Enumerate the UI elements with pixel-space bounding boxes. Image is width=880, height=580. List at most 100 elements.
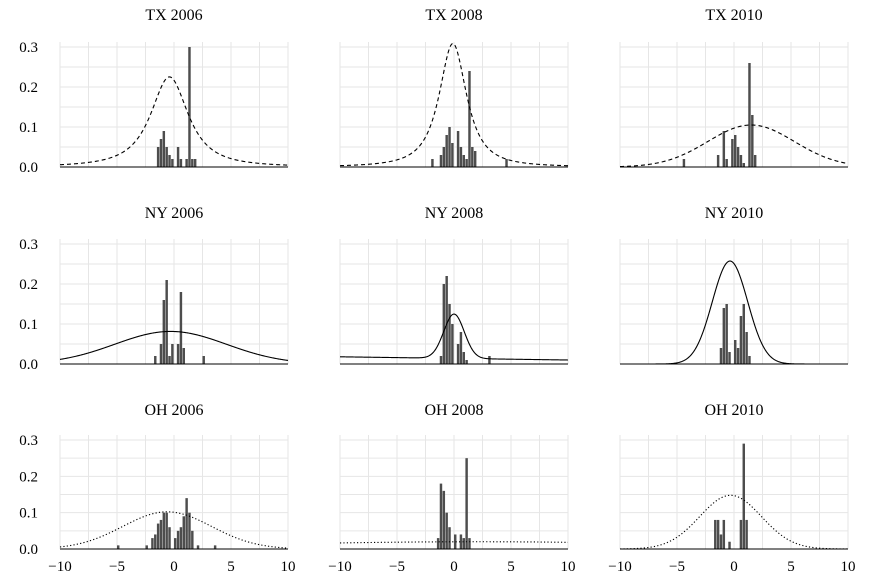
density-curve-ny-2008 <box>339 313 569 361</box>
histogram-bar <box>736 147 740 167</box>
histogram-bar <box>454 534 457 549</box>
density-curve-tx-2006 <box>59 76 289 166</box>
x-tick-label: −10 <box>48 559 71 575</box>
histogram-bar <box>159 344 163 364</box>
y-tick-label: 0.0 <box>19 160 38 176</box>
panel-title-oh-2010: OH 2010 <box>704 402 763 419</box>
histogram-bar <box>714 519 717 549</box>
density-curve-oh-2008 <box>339 541 569 544</box>
y-tick-label: 0.1 <box>19 120 38 136</box>
histogram-bar <box>191 530 194 549</box>
histogram-bar <box>448 304 451 364</box>
histogram-bar <box>445 276 448 364</box>
histogram-bar <box>725 159 728 167</box>
histogram-bar <box>156 523 160 549</box>
panel-title-tx-2006: TX 2006 <box>145 7 202 24</box>
histogram-bar <box>151 538 154 549</box>
histogram-bar <box>739 519 743 549</box>
x-tick-label: 10 <box>281 559 296 575</box>
histogram-bar <box>188 512 191 549</box>
histogram-bar <box>451 143 454 167</box>
x-tick-label: 10 <box>841 559 856 575</box>
x-tick-label: 5 <box>787 559 795 575</box>
panel-title-ny-2006: NY 2006 <box>145 205 204 222</box>
histogram-bar <box>722 308 726 364</box>
histogram-bar <box>162 131 166 167</box>
x-tick-label: 0 <box>730 559 738 575</box>
histogram-bar <box>488 356 491 364</box>
panel-title-ny-2008: NY 2008 <box>425 205 484 222</box>
histogram-bar <box>179 527 183 549</box>
histogram-bar <box>748 356 751 364</box>
histogram-bar <box>462 352 465 364</box>
histogram-bar <box>448 527 451 549</box>
histogram-bar <box>465 159 468 167</box>
histogram-bar <box>182 516 185 549</box>
panel-title-tx-2010: TX 2010 <box>705 7 762 24</box>
histogram-bar <box>188 47 191 167</box>
y-tick-label: 0.2 <box>19 277 38 293</box>
density-curve-ny-2006 <box>59 330 289 361</box>
histogram-bar <box>716 155 720 167</box>
x-tick-label: 5 <box>227 559 235 575</box>
panel-title-oh-2006: OH 2006 <box>144 402 203 419</box>
histogram-bar <box>162 512 166 549</box>
histogram-bar <box>165 280 168 364</box>
density-curve-oh-2010 <box>619 494 848 550</box>
histogram-bar <box>748 63 751 167</box>
histogram-bar <box>439 356 443 364</box>
panel-title-ny-2010: NY 2010 <box>705 205 764 222</box>
histogram-bar <box>448 127 451 167</box>
histogram-bar <box>182 348 185 364</box>
histogram-bar <box>471 147 474 167</box>
y-tick-label: 0.2 <box>19 80 38 96</box>
density-curve-tx-2008 <box>339 42 569 167</box>
histogram-bar <box>168 155 171 167</box>
histogram-bar <box>439 483 443 549</box>
y-tick-label: 0.0 <box>19 357 38 373</box>
histogram-bar <box>171 159 174 167</box>
histogram-bar <box>459 147 463 167</box>
histogram-bar <box>191 159 194 167</box>
panel-title-tx-2008: TX 2008 <box>425 7 482 24</box>
y-tick-label: 0.1 <box>19 317 38 333</box>
histogram-bar <box>505 159 508 167</box>
histogram-bar <box>456 131 460 167</box>
histogram-bar <box>731 139 734 167</box>
histogram-bar <box>176 147 180 167</box>
histogram-bar <box>117 545 120 549</box>
histogram-bar <box>171 344 174 364</box>
histogram-bar <box>439 155 443 167</box>
histogram-bar <box>185 498 188 549</box>
histogram-bar <box>156 147 160 167</box>
y-tick-label: 0.2 <box>19 469 38 485</box>
histogram-bar <box>159 519 163 549</box>
histogram-bar <box>728 352 731 364</box>
histogram-bar <box>165 147 168 167</box>
y-tick-label: 0.3 <box>19 237 38 253</box>
histogram-bar <box>193 159 197 167</box>
histogram-bar <box>185 159 188 167</box>
x-tick-label: 10 <box>561 559 576 575</box>
x-tick-label: 0 <box>450 559 458 575</box>
histogram-bar <box>168 527 171 549</box>
histogram-bar <box>202 356 205 364</box>
histogram-bar <box>176 530 180 549</box>
histogram-bar <box>742 443 745 549</box>
histogram-bar <box>436 538 440 549</box>
histogram-bar <box>196 545 200 549</box>
histogram-bar <box>734 135 737 167</box>
histogram-bar <box>734 340 737 364</box>
x-tick-label: −5 <box>669 559 685 575</box>
histogram-bar <box>468 71 471 167</box>
histogram-bar <box>459 534 463 549</box>
histogram-bar <box>742 304 745 364</box>
histogram-bar <box>462 155 465 167</box>
histogram-bar <box>176 344 180 364</box>
x-tick-label: 5 <box>507 559 515 575</box>
histogram-bar <box>725 304 728 364</box>
histogram-bar <box>739 316 743 364</box>
histogram-bar <box>451 324 454 364</box>
histogram-bar <box>179 292 183 364</box>
